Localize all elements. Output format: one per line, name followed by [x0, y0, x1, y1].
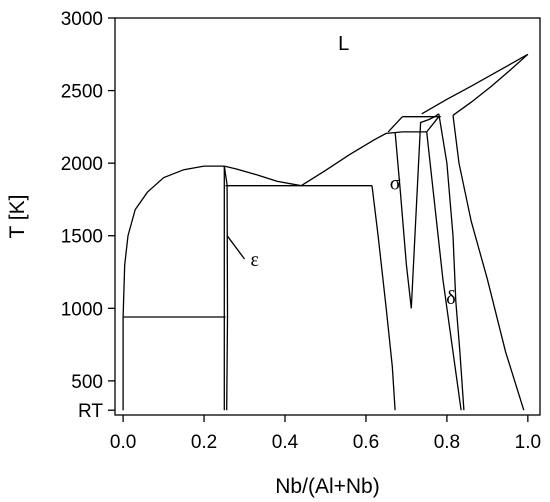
x-tick-label: 0.4: [272, 432, 299, 453]
phase-boundary-line: [394, 131, 412, 309]
phase-label: δ: [446, 287, 455, 309]
phase-boundary-line: [421, 53, 529, 115]
phase-boundary-line: [122, 165, 225, 411]
x-tick-label: 1.0: [515, 432, 541, 453]
phase-boundary-line: [300, 131, 403, 187]
x-tick-label: 0.6: [353, 432, 379, 453]
y-tick-label: 1500: [61, 227, 103, 248]
phase-boundary-line: [223, 166, 229, 411]
phase-boundary-line: [426, 131, 462, 411]
phase-labels: Lσ ε δ: [250, 33, 455, 309]
phase-boundaries: [122, 53, 529, 411]
phase-boundary-line: [455, 301, 465, 411]
y-tick-label: 2500: [61, 82, 103, 103]
x-tick-label: 0.2: [191, 432, 217, 453]
phase-label: σ: [390, 172, 401, 194]
y-tick-label: RT: [78, 401, 103, 422]
y-tick-label: 3000: [61, 9, 103, 30]
phase-boundary-line: [224, 165, 302, 187]
y-axis-label: T [K]: [6, 195, 29, 239]
plot-frame: [114, 17, 541, 416]
x-axis-label: Nb/(Al+Nb): [275, 475, 379, 498]
y-tick-label: 2000: [61, 154, 103, 175]
x-tick-label: 0.8: [434, 432, 460, 453]
phase-label: ε: [250, 249, 258, 271]
phase-label: L: [338, 33, 349, 55]
y-tick-label: 1000: [61, 299, 103, 320]
x-tick-label: 0.0: [110, 432, 136, 453]
phase-boundary-line: [438, 113, 457, 302]
axis-ticks: 0.0 0.2 0.4 0.6 0.8 1.0 RT 500 1000 1500 2000 2500 3…: [61, 9, 541, 453]
phase-boundary-line: [371, 185, 396, 411]
phase-boundary-line: [452, 115, 525, 411]
phase-boundary-line: [387, 116, 403, 133]
y-tick-label: 500: [71, 372, 103, 393]
phase-boundary-line: [410, 113, 440, 309]
label-pointer-line: [226, 235, 246, 260]
phase-boundary-line: [452, 53, 529, 116]
